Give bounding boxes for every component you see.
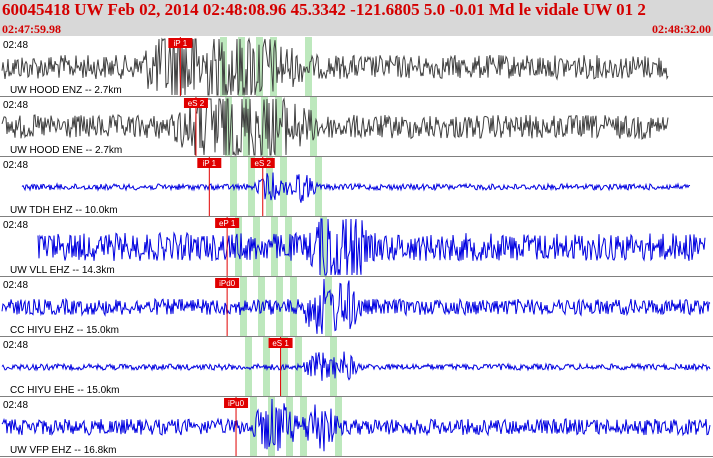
end-time: 02:48:32.00 (652, 22, 711, 36)
pick-flag[interactable] (215, 218, 240, 228)
pick-window (325, 277, 332, 336)
pick-window (320, 217, 327, 276)
channel-row[interactable]: iPu0 02:48 UW VFP EHZ -- 16.8km (0, 397, 713, 457)
row-time-label: 02:48 (3, 280, 28, 291)
start-time: 02:47:59.98 (2, 22, 61, 36)
pick-window (285, 217, 292, 276)
channel-row[interactable]: iP 1 eS 2 02:48 UW TDH EHZ -- 10.0km (0, 157, 713, 217)
pick-window (253, 217, 260, 276)
row-time-label: 02:48 (3, 400, 28, 411)
pick-window (286, 397, 293, 456)
pick-label: eS 1 (272, 339, 289, 348)
pick-label: iPd0 (219, 279, 236, 288)
station-label: UW HOOD ENE -- 2.7km (10, 145, 122, 156)
pick-label: eP 1 (219, 219, 236, 228)
row-time-label: 02:48 (3, 100, 28, 111)
waveform-trace[interactable] (1, 351, 711, 381)
pick-flag[interactable] (168, 38, 193, 48)
pick-window (266, 157, 273, 216)
channel-row[interactable]: eS 1 02:48 CC HIYU EHE -- 15.0km (0, 337, 713, 397)
channel-row[interactable]: eS 2 02:48 UW HOOD ENE -- 2.7km (0, 97, 713, 157)
pick-window (261, 97, 268, 156)
pick-window (305, 37, 312, 96)
pick-flag[interactable] (215, 278, 240, 288)
channel-row[interactable]: iP 1 02:48 UW HOOD ENZ -- 2.7km (0, 37, 713, 97)
pick-flag[interactable] (250, 158, 275, 168)
pick-window (271, 217, 278, 276)
pick-window (250, 397, 257, 456)
station-label: CC HIYU EHZ -- 15.0km (10, 325, 119, 336)
pick-window (275, 97, 282, 156)
pick-flag[interactable] (183, 98, 208, 108)
pick-label: iP 1 (174, 39, 188, 48)
channel-row[interactable]: iPd0 02:48 CC HIYU EHZ -- 15.0km (0, 277, 713, 337)
pick-label: iPu0 (228, 399, 245, 408)
pick-window (235, 217, 242, 276)
station-label: UW VLL EHZ -- 14.3km (10, 265, 115, 276)
event-title: 60045418 UW Feb 02, 2014 02:48:08.96 45.… (2, 0, 646, 19)
event-header: 60045418 UW Feb 02, 2014 02:48:08.96 45.… (0, 0, 713, 36)
station-label: UW TDH EHZ -- 10.0km (10, 205, 118, 216)
waveform-trace[interactable] (1, 37, 669, 96)
waveform-trace[interactable] (1, 278, 711, 335)
station-label: UW HOOD ENZ -- 2.7km (10, 85, 122, 96)
pick-flag[interactable] (197, 158, 222, 168)
pick-window (245, 337, 252, 396)
pick-label: eS 2 (188, 99, 205, 108)
channel-row[interactable]: eP 1 02:48 UW VLL EHZ -- 14.3km (0, 217, 713, 277)
row-time-label: 02:48 (3, 220, 28, 231)
row-time-label: 02:48 (3, 160, 28, 171)
pick-window (290, 277, 297, 336)
station-label: CC HIYU EHE -- 15.0km (10, 385, 119, 396)
row-time-label: 02:48 (3, 340, 28, 351)
seismogram-panel[interactable]: iP 1 02:48 UW HOOD ENZ -- 2.7km eS 2 02:48 UW… (0, 37, 713, 458)
pick-window (240, 277, 247, 336)
pick-flag[interactable] (224, 398, 249, 408)
row-time-label: 02:48 (3, 40, 28, 51)
waveform-trace[interactable] (21, 172, 691, 203)
pick-label: iP 1 (202, 159, 216, 168)
pick-window (281, 337, 288, 396)
waveform-trace[interactable] (1, 97, 669, 156)
pick-flag[interactable] (268, 338, 293, 348)
pick-label: eS 2 (255, 159, 272, 168)
waveform-trace[interactable] (1, 398, 711, 452)
waveform-trace[interactable] (37, 218, 706, 276)
station-label: UW VFP EHZ -- 16.8km (10, 445, 117, 456)
pick-window (310, 97, 317, 156)
